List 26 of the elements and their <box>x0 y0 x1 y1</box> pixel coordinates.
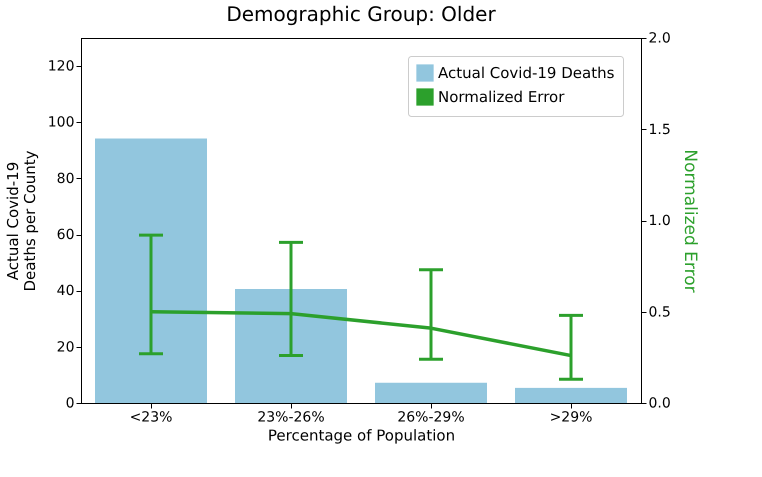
y2-tick-label: 2.0 <box>648 30 671 46</box>
y2-tick-label: 0.5 <box>648 304 671 320</box>
y-tick-label: 120 <box>48 58 74 75</box>
bar <box>235 289 347 403</box>
y-tick-label: 60 <box>56 227 74 244</box>
x-tick-label: <23% <box>130 410 172 426</box>
x-tick-label: >29% <box>550 410 592 426</box>
bar <box>95 138 207 403</box>
y-tick-label: 20 <box>56 339 74 356</box>
x-tick-label: 23%-26% <box>257 410 325 426</box>
legend-label: Actual Covid-19 Deaths <box>438 64 615 82</box>
y2-tick-label: 1.0 <box>648 213 671 229</box>
y-tick-label: 100 <box>48 114 74 131</box>
chart-title: Demographic Group: Older <box>226 2 496 26</box>
y2-tick-label: 1.5 <box>648 122 671 138</box>
y-tick-label: 40 <box>56 283 74 300</box>
y2-axis-title: Normalized Error <box>680 149 700 293</box>
y-tick-label: 0 <box>66 396 74 412</box>
y-tick-label: 80 <box>56 170 74 187</box>
bar <box>375 382 487 403</box>
y-axis-title: Actual Covid-19 Deaths per County <box>4 150 39 292</box>
x-tick-label: 26%-29% <box>397 410 465 426</box>
bar <box>515 388 627 403</box>
legend-label: Normalized Error <box>438 88 566 106</box>
x-axis-title: Percentage of Population <box>268 426 456 444</box>
y2-tick-label: 0.0 <box>648 396 671 412</box>
